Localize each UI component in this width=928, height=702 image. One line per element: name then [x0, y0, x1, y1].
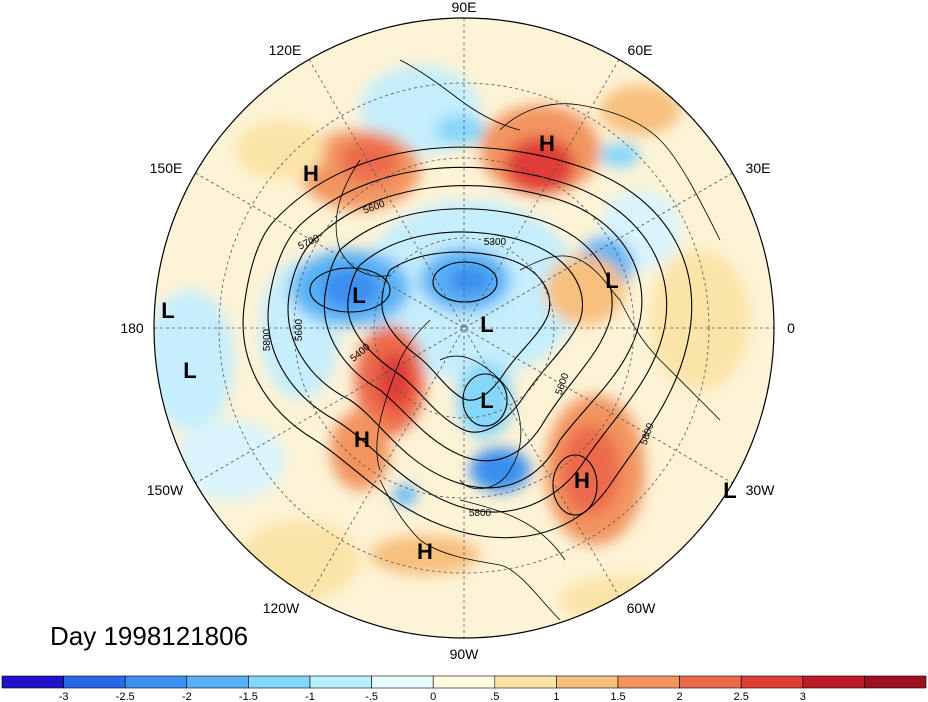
lon-label-120w: 120W	[263, 600, 300, 616]
lon-label-150w: 150W	[147, 482, 184, 498]
colorbar-swatch	[309, 675, 372, 689]
colorbar-swatch	[494, 675, 557, 689]
high-label: H	[574, 468, 590, 493]
contour-label: 5600	[294, 318, 305, 341]
colorbar-tick-label: 1	[553, 691, 559, 702]
low-label: L	[352, 283, 365, 308]
low-label: L	[480, 312, 493, 337]
lon-label-120e: 120E	[269, 42, 302, 58]
colorbar-swatch	[371, 675, 434, 689]
high-label: H	[539, 131, 555, 156]
colorbar-tick-label: -.5	[365, 691, 378, 702]
colorbar-swatch	[556, 675, 619, 689]
map-boundary	[153, 17, 775, 639]
low-label: L	[161, 298, 174, 323]
colorbar-tick-label: 0	[430, 691, 436, 702]
high-label: H	[303, 161, 319, 186]
lon-label-90w: 90W	[450, 646, 480, 662]
low-label: L	[723, 478, 736, 503]
colorbar-tick-label: -3	[59, 691, 69, 702]
low-label: L	[605, 268, 618, 293]
lon-label-0: 0	[787, 320, 795, 336]
colorbar-swatch	[679, 675, 742, 689]
high-label: H	[354, 427, 370, 452]
high-label: H	[417, 539, 433, 564]
contour-label: 5800	[469, 508, 492, 519]
colorbar-tick-label: 2	[677, 691, 683, 702]
lon-label-30w: 30W	[746, 482, 776, 498]
colorbar-tick-label: -2	[182, 691, 192, 702]
map-title: Day 1998121806	[50, 621, 248, 651]
colorbar-swatch	[186, 675, 249, 689]
colorbar-tick-label: 2.5	[734, 691, 749, 702]
contour-label: 5800	[262, 328, 273, 351]
low-label: L	[480, 388, 493, 413]
colorbar-swatch	[802, 675, 865, 689]
colorbar-tick-label: -1	[305, 691, 315, 702]
colorbar-swatch	[432, 675, 496, 689]
colorbar	[1, 675, 927, 689]
height-contours	[242, 146, 693, 539]
pressure-centers: H H H H H L L L L L L L	[161, 131, 736, 564]
graticule	[154, 18, 774, 638]
low-label: L	[183, 358, 196, 383]
lon-label-150e: 150E	[150, 160, 183, 176]
colorbar-tick-label: -2.5	[116, 691, 135, 702]
longitude-labels: 90E 120E 60E 150E 30E 180 0 150W 30W 120…	[120, 0, 795, 662]
colorbar-tick-labels: -3 -2.5 -2 -1.5 -1 -.5 0 .5 1 1.5 2 2.5 3	[59, 691, 806, 702]
colorbar-swatch	[248, 675, 311, 689]
colorbar-swatch	[124, 675, 188, 689]
colorbar-tick-label: -1.5	[239, 691, 258, 702]
contour-label: 5300	[484, 237, 507, 248]
colorbar-swatch	[864, 675, 927, 689]
colorbar-swatch	[1, 675, 64, 689]
colorbar-tick-label: 1.5	[610, 691, 625, 702]
lon-label-30e: 30E	[746, 160, 771, 176]
colorbar-tick-label: 3	[800, 691, 806, 702]
colorbar-swatch	[740, 675, 804, 689]
lon-label-60w: 60W	[627, 600, 657, 616]
lon-label-180: 180	[120, 320, 144, 336]
colorbar-swatch	[63, 675, 126, 689]
colorbar-swatch	[617, 675, 680, 689]
lon-label-90e: 90E	[452, 0, 477, 15]
lon-label-60e: 60E	[628, 42, 653, 58]
colorbar-tick-label: .5	[490, 691, 499, 702]
